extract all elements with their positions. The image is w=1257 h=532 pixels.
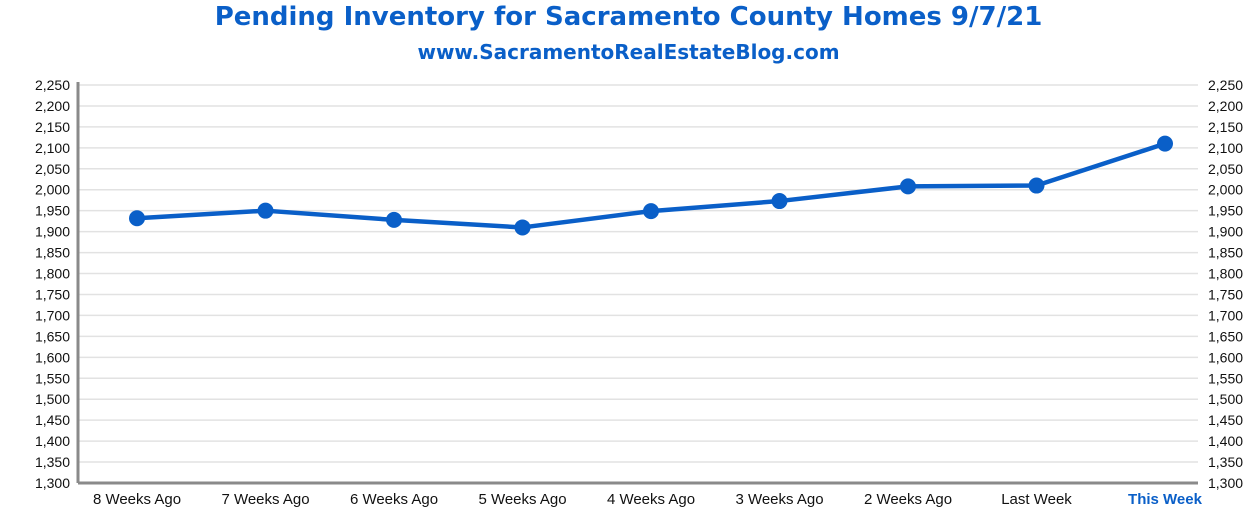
y-axis-left-labels: 1,300 1,350 1,400 1,450 1,500 1,550 1,600 1,650… [35, 77, 70, 491]
y-tick-label-right: 1,450 [1208, 412, 1243, 428]
x-tick-label: This Week [1128, 491, 1203, 508]
y-tick-label-right: 1,400 [1208, 433, 1243, 449]
series-layer [129, 135, 1173, 236]
x-tick-label: 7 Weeks Ago [221, 491, 309, 508]
data-point [1157, 135, 1173, 152]
x-tick-label: 4 Weeks Ago [607, 491, 695, 508]
y-tick-label-right: 2,000 [1208, 182, 1243, 198]
y-tick-label-left: 2,200 [35, 98, 70, 114]
data-point [643, 203, 659, 220]
y-tick-label-left: 1,500 [35, 391, 70, 407]
y-tick-label-right: 1,650 [1208, 328, 1243, 344]
y-tick-label-right: 1,350 [1208, 454, 1243, 470]
y-tick-label-left: 1,450 [35, 412, 70, 428]
y-tick-label-left: 1,950 [35, 203, 70, 219]
y-tick-label-left: 1,900 [35, 224, 70, 240]
y-tick-label-left: 1,750 [35, 286, 70, 302]
chart-subtitle: www.SacramentoRealEstateBlog.com [417, 40, 840, 64]
chart-title: Pending Inventory for Sacramento County … [214, 2, 1043, 32]
x-tick-label: 8 Weeks Ago [93, 491, 181, 508]
y-tick-label-left: 1,600 [35, 349, 70, 365]
y-tick-label-right: 1,900 [1208, 224, 1243, 240]
y-tick-label-left: 2,250 [35, 77, 70, 93]
y-tick-label-left: 1,300 [35, 475, 70, 491]
y-tick-label-left: 1,800 [35, 266, 70, 282]
data-point [129, 210, 145, 227]
y-tick-label-right: 2,200 [1208, 98, 1243, 114]
y-tick-label-left: 1,400 [35, 433, 70, 449]
y-axis-right-labels: 1,300 1,350 1,400 1,450 1,500 1,550 1,600 1,650… [1208, 77, 1243, 491]
data-point [514, 219, 531, 236]
y-tick-label-right: 1,700 [1208, 307, 1243, 323]
y-tick-label-right: 1,750 [1208, 286, 1243, 302]
data-point [771, 193, 788, 210]
data-point [386, 211, 402, 228]
y-tick-label-left: 2,050 [35, 161, 70, 177]
x-tick-label: 5 Weeks Ago [478, 491, 566, 508]
y-tick-label-right: 1,850 [1208, 245, 1243, 261]
y-tick-label-right: 1,800 [1208, 266, 1243, 282]
y-tick-label-right: 1,600 [1208, 349, 1243, 365]
y-tick-label-right: 1,950 [1208, 203, 1243, 219]
y-tick-label-right: 1,500 [1208, 391, 1243, 407]
x-tick-label: Last Week [1001, 491, 1072, 508]
y-tick-label-right: 1,300 [1208, 475, 1243, 491]
y-tick-label-left: 1,850 [35, 245, 70, 261]
axes [76, 82, 1198, 485]
y-tick-label-left: 2,100 [35, 140, 70, 156]
y-tick-label-left: 2,000 [35, 182, 70, 198]
x-tick-label: 6 Weeks Ago [350, 491, 438, 508]
data-point [900, 178, 916, 195]
y-tick-label-right: 2,100 [1208, 140, 1243, 156]
y-tick-label-left: 1,700 [35, 307, 70, 323]
x-tick-label: 2 Weeks Ago [864, 491, 952, 508]
y-tick-label-right: 1,550 [1208, 370, 1243, 386]
y-tick-label-right: 2,250 [1208, 77, 1243, 93]
y-tick-label-left: 1,350 [35, 454, 70, 470]
x-axis-labels: 8 Weeks Ago 7 Weeks Ago 6 Weeks Ago 5 Weeks… [93, 491, 1203, 508]
y-tick-label-left: 2,150 [35, 119, 70, 135]
y-tick-label-right: 2,050 [1208, 161, 1243, 177]
y-tick-label-left: 1,650 [35, 328, 70, 344]
data-point [257, 202, 274, 219]
data-point [1028, 177, 1045, 194]
gridlines [78, 84, 1198, 463]
y-tick-label-right: 2,150 [1208, 119, 1243, 135]
y-tick-label-left: 1,550 [35, 370, 70, 386]
x-tick-label: 3 Weeks Ago [735, 491, 823, 508]
